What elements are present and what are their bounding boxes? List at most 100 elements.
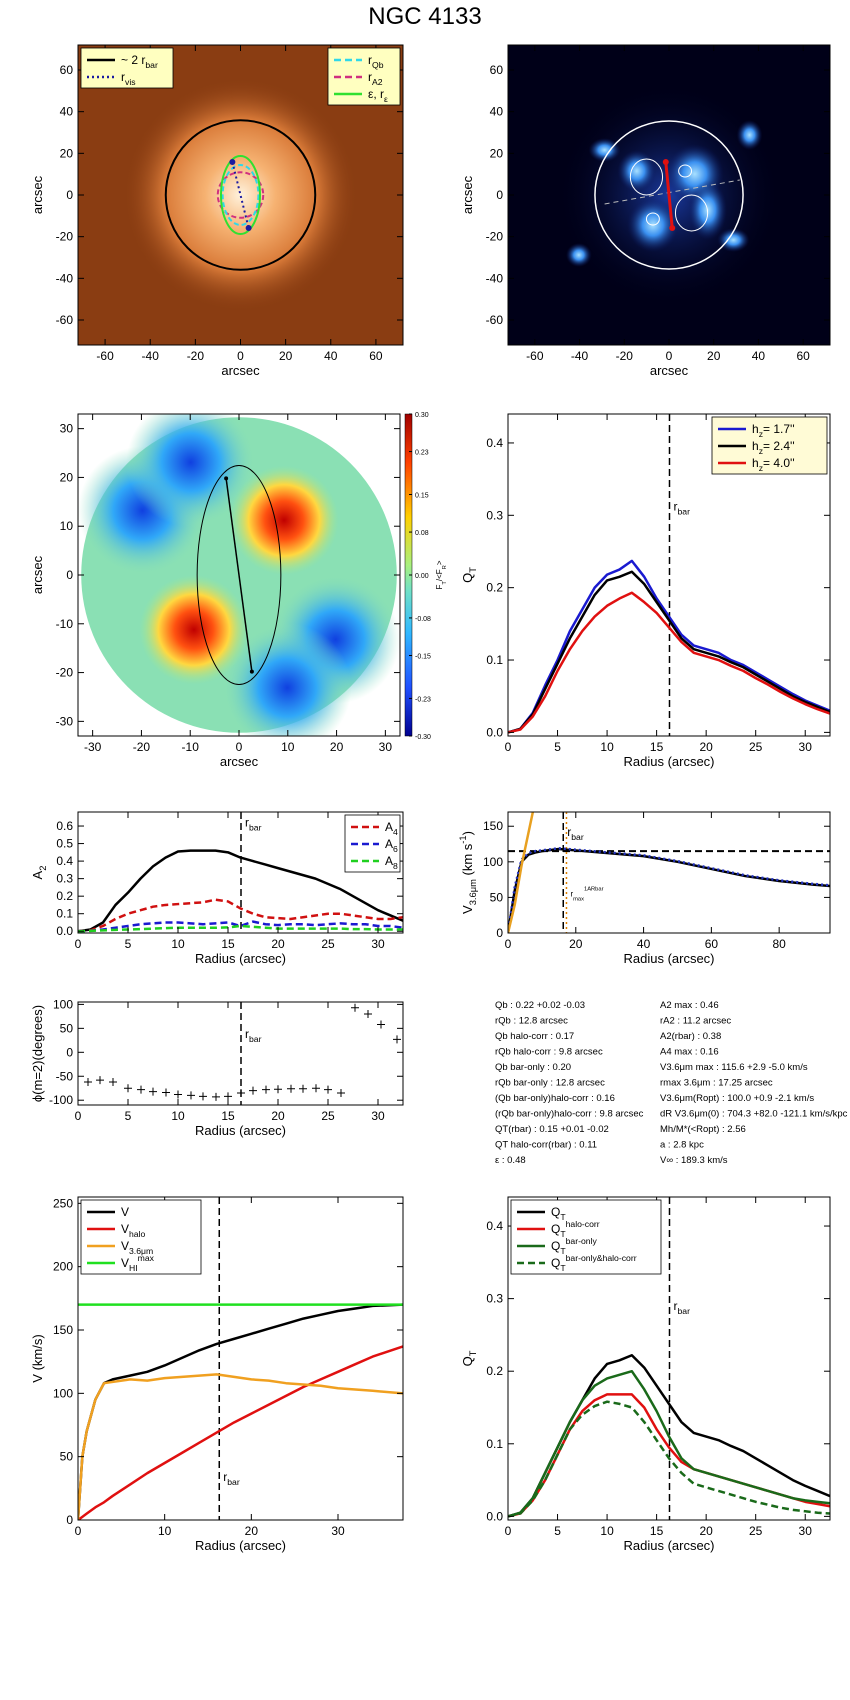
y-tick-label: 0.5: [56, 837, 73, 851]
x-tick-label: 0: [75, 1109, 82, 1123]
point: [274, 1085, 282, 1094]
x-tick-label: -20: [187, 349, 205, 363]
y-tick-label: -100: [49, 1093, 73, 1107]
y-tick-label: 0.0: [56, 924, 73, 938]
v-line-label: rbar: [673, 1299, 690, 1316]
text-part: bar-only: [566, 1236, 598, 1246]
plot-area: [78, 812, 403, 933]
y-tick-label: 0: [66, 568, 73, 582]
axes-frame: [77, 811, 404, 934]
y-tick-label: 20: [490, 146, 504, 160]
legend-label: rvis: [121, 70, 136, 87]
text-part: 2: [38, 866, 48, 871]
text-part: bar: [571, 832, 584, 842]
x-tick-label: 20: [699, 740, 713, 754]
bar-axis: [225, 478, 253, 672]
point: [351, 1003, 359, 1012]
y-tick-label: 150: [483, 819, 503, 833]
text-part: r: [570, 890, 573, 899]
text-part: r: [673, 1299, 677, 1313]
text-part: 8: [393, 861, 398, 871]
text-part: r: [245, 816, 249, 830]
text-part: z: [759, 446, 763, 456]
x-tick-label: 10: [171, 937, 185, 951]
v-line-label: rbar: [245, 1027, 262, 1044]
y-tick-label: -40: [486, 271, 504, 285]
x-tick-label: 5: [554, 740, 561, 754]
parameter-line: A2 max : 0.46: [660, 1000, 719, 1011]
text-part: max: [573, 897, 584, 903]
text-part: = 2.4'': [763, 439, 795, 453]
text-part: r: [121, 70, 125, 84]
y-tick-label: 0: [496, 188, 503, 202]
y-axis-label: arcsec: [30, 175, 45, 214]
series-line: [508, 847, 830, 933]
text-part: T: [560, 1246, 566, 1256]
y-tick-label: 0.3: [486, 508, 503, 522]
y-tick-label: 200: [53, 1260, 73, 1274]
x-tick-label: 25: [749, 1524, 763, 1538]
x-tick-label: 20: [271, 937, 285, 951]
x-tick-label: -20: [133, 740, 151, 754]
text-part: T: [560, 1263, 566, 1273]
text-part: r: [368, 53, 372, 67]
x-tick-label: 40: [324, 349, 338, 363]
text-part: V: [121, 1222, 129, 1236]
x-tick-label: -60: [526, 349, 544, 363]
point: [199, 1092, 207, 1101]
positive-lobe: [229, 465, 339, 575]
x-tick-label: 15: [221, 1109, 235, 1123]
colorbar-tick-label: -0.08: [415, 616, 431, 623]
emission-blob: [588, 138, 621, 162]
qb-ellipse: [221, 164, 260, 226]
text-part: h: [752, 439, 759, 453]
colorbar-tick-label: 0.08: [415, 530, 429, 537]
text-part: z: [759, 429, 763, 439]
x-tick-label: 0: [75, 1524, 82, 1538]
x-tick-label: 10: [600, 1524, 614, 1538]
text-part: (km s: [460, 843, 475, 879]
legend-label: Vhalo: [121, 1222, 146, 1239]
x-tick-label: 5: [125, 1109, 132, 1123]
x-tick-label: 20: [569, 937, 583, 951]
text-part: Q: [551, 1239, 560, 1253]
y-tick-label: 50: [60, 1450, 74, 1464]
series-line: [508, 1369, 830, 1518]
point: [149, 1087, 157, 1096]
text-part: Q: [551, 1256, 560, 1270]
legend-label: rA2: [368, 70, 383, 87]
y-tick-label: 0.4: [486, 1219, 503, 1233]
x-tick-label: 0: [237, 349, 244, 363]
text-part: r: [567, 825, 571, 839]
x-tick-label: 25: [321, 1109, 335, 1123]
parameter-line: ε : 0.48: [495, 1155, 526, 1166]
x-tick-label: 30: [371, 937, 385, 951]
text-part: >: [435, 560, 444, 565]
text-part: r: [673, 500, 677, 514]
x-axis-label: arcsec: [650, 363, 689, 378]
y-axis-label: QT: [460, 567, 478, 583]
bar-circle: [164, 119, 317, 271]
legend-box: [80, 47, 174, 89]
series-line: [508, 559, 830, 734]
point: [287, 1084, 295, 1093]
y-tick-label: 0: [496, 926, 503, 940]
bar-end: [249, 669, 254, 674]
axes-frame: [77, 1196, 404, 1521]
plot-area: [508, 45, 830, 345]
y-tick-label: 150: [53, 1323, 73, 1337]
v-line-label: rbar: [245, 816, 262, 833]
text-part: bar-only&halo-corr: [566, 1253, 637, 1263]
x-axis-label: arcsec: [220, 754, 259, 769]
point: [84, 1078, 92, 1086]
y-tick-label: 50: [490, 890, 504, 904]
text-part: h: [752, 456, 759, 470]
plot-area: [508, 812, 830, 933]
x-tick-label: 15: [221, 937, 235, 951]
x-axis-label: Radius (arcsec): [623, 754, 714, 769]
x-axis-label: Radius (arcsec): [623, 1538, 714, 1553]
point: [377, 1020, 385, 1029]
text-part: Qb: [372, 60, 384, 70]
y-axis-label: A2: [30, 866, 48, 880]
legend-label: QTbar-only&halo-corr: [551, 1253, 637, 1273]
